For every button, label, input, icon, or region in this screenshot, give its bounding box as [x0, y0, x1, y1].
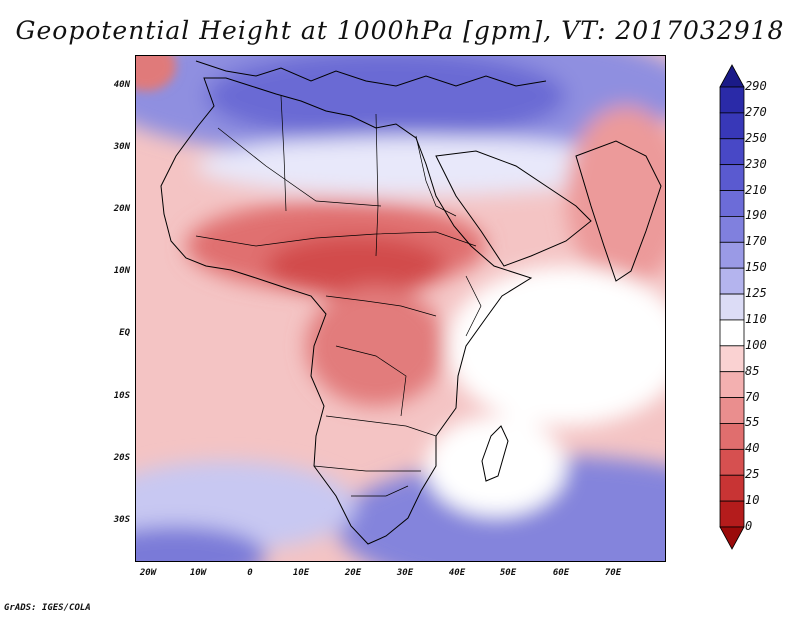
lat-label-10n: 10N [113, 266, 130, 276]
field-mid-band [196, 136, 636, 196]
colorbar-level-label: 125 [745, 286, 767, 301]
colorbar-swatch [719, 371, 745, 398]
border-nile [415, 135, 457, 217]
coastline-arabia [435, 150, 592, 267]
colorbar-swatch [719, 112, 745, 140]
colorbar-level-label: 250 [745, 130, 767, 145]
credit-text: GrADS: IGES/COLA [4, 603, 91, 613]
colorbar-swatch [719, 500, 745, 528]
lat-label-30s: 30S [113, 515, 130, 525]
colorbar-level-label: 170 [745, 234, 767, 249]
colorbar-level-label: 150 [745, 260, 767, 275]
lon-label-20w: 20W [139, 568, 157, 578]
lat-label-20s: 20S [113, 453, 130, 463]
colorbar-level-label: 55 [745, 415, 760, 430]
field-southwest-high [136, 526, 266, 561]
lat-label-30n: 30N [113, 142, 130, 152]
colorbar-swatch [719, 267, 745, 295]
field-madagascar-band [426, 416, 566, 516]
colorbar-level-label: 110 [745, 311, 767, 326]
colorbar-swatch [719, 474, 745, 502]
colorbar-level-label: 100 [745, 337, 767, 352]
lon-label-40e: 40E [448, 568, 466, 578]
lat-label-20n: 20N [113, 204, 130, 214]
colorbar-swatch [719, 138, 745, 166]
lon-label-70e: 70E [604, 568, 622, 578]
colorbar-level-label: 290 [745, 79, 767, 93]
coastline-europe [195, 60, 547, 87]
colorbar-swatch [719, 241, 745, 269]
lon-label-50e: 50E [499, 568, 517, 578]
colorbar-level-label: 230 [745, 156, 767, 171]
colorbar-level-label: 0 [745, 519, 753, 533]
border-southern-2 [351, 485, 409, 497]
field-high-mediterranean [206, 56, 566, 141]
field-low-core [266, 236, 446, 296]
coastline-india [575, 140, 662, 282]
lon-label-60e: 60E [552, 568, 570, 578]
colorbar-swatch [719, 86, 745, 114]
lat-label-eq: EQ [119, 328, 130, 338]
border-sahara-1 [217, 127, 382, 207]
colorbar-level-label: 70 [745, 389, 760, 404]
colorbar-level-label: 190 [745, 208, 767, 223]
lon-label-0: 0 [247, 568, 253, 578]
field-ocean-neutral [446, 266, 665, 426]
colorbar-arrow-bottom [719, 526, 745, 550]
colorbar-level-label: 270 [745, 104, 767, 119]
colorbar-swatch [719, 319, 745, 347]
border-sahara-2 [280, 95, 287, 212]
colorbar-level-label: 10 [745, 493, 760, 508]
border-sahel [195, 231, 477, 247]
field-low-central [306, 286, 446, 406]
lon-label-30e: 30E [396, 568, 414, 578]
colorbar-level-label: 210 [745, 182, 767, 197]
colorbar-swatch [719, 164, 745, 191]
coastline-africa [160, 77, 533, 545]
colorbar-swatch [719, 216, 745, 243]
colorbar [719, 64, 745, 550]
colorbar-arrow-top [719, 64, 745, 88]
colorbar-swatch [719, 423, 745, 450]
border-southern [313, 465, 421, 472]
border-horn [465, 275, 482, 337]
map-plot-area [135, 55, 666, 562]
lon-label-10e: 10E [292, 568, 310, 578]
geopotential-map [136, 56, 665, 561]
map-title: Geopotential Height at 1000hPa [gpm], VT… [15, 16, 785, 45]
colorbar-swatch [719, 448, 745, 476]
lat-label-10s: 10S [113, 391, 130, 401]
border-south [325, 415, 437, 437]
lat-label-40n: 40N [113, 80, 130, 90]
colorbar-swatch [719, 397, 745, 424]
border-central [325, 295, 437, 317]
colorbar-level-label: 40 [745, 441, 760, 456]
coastline-madagascar [481, 425, 509, 482]
field-corner-low [136, 56, 176, 91]
colorbar-level-label: 85 [745, 363, 760, 378]
colorbar-swatch [719, 190, 745, 217]
colorbar-level-label: 25 [745, 467, 760, 482]
field-low-india [566, 106, 665, 286]
lon-label-10w: 10W [189, 568, 207, 578]
border-drc [335, 345, 407, 417]
border-sahara-3 [375, 113, 379, 257]
lon-label-20e: 20E [344, 568, 362, 578]
colorbar-swatch [719, 293, 745, 321]
colorbar-swatch [719, 345, 745, 373]
